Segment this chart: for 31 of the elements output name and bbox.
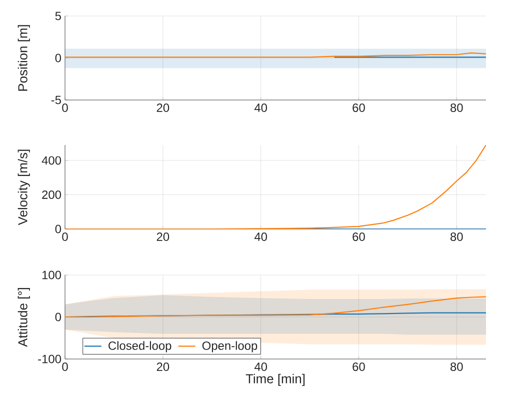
- x-tick-label: 40: [254, 232, 268, 241]
- x-tick-label: 20: [156, 362, 170, 371]
- legend-label: Open-loop: [202, 341, 258, 352]
- y-tick-label: 5: [55, 12, 61, 20]
- y-tick-label: 0: [55, 224, 62, 234]
- y-tick-label: 400: [42, 156, 62, 165]
- x-tick-label: 80: [450, 104, 463, 112]
- x-tick-label: 80: [450, 232, 463, 241]
- x-tick-label: 20: [156, 104, 170, 112]
- x-tick-label: 0: [62, 362, 68, 371]
- x-tick-label: 20: [156, 232, 170, 241]
- y-axis-title: Position [m]: [18, 25, 30, 91]
- y-axis-title: Attitude [°]: [18, 288, 30, 347]
- line-series: [65, 296, 486, 318]
- x-tick-label: 0: [62, 104, 68, 112]
- x-tick-label: 60: [352, 104, 365, 112]
- y-tick-label: -5: [51, 96, 61, 104]
- x-tick-label: 60: [352, 232, 365, 241]
- y-tick-label: 0: [55, 312, 62, 322]
- x-tick-label: 40: [254, 362, 268, 371]
- x-axis-title: Time [min]: [246, 374, 305, 386]
- x-tick-label: 40: [254, 104, 268, 112]
- y-axis-title: Velocity [m/s]: [18, 150, 30, 226]
- y-tick-label: 100: [42, 270, 62, 280]
- y-tick-label: -100: [38, 354, 62, 364]
- x-tick-label: 0: [62, 232, 68, 241]
- x-tick-label: 60: [352, 362, 365, 371]
- x-tick-label: 80: [450, 362, 463, 371]
- legend-label: Closed-loop: [108, 341, 172, 352]
- y-tick-label: 0: [55, 54, 62, 62]
- y-tick-label: 200: [42, 190, 62, 199]
